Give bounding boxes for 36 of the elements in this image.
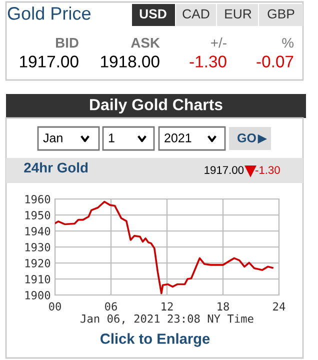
text: GBP xyxy=(268,9,294,19)
x-tick-label: 06 xyxy=(105,302,117,311)
text: +/- xyxy=(211,38,226,48)
line-series xyxy=(55,200,274,294)
y-tick-label: 1910 xyxy=(25,275,50,284)
text: -1.30 xyxy=(190,56,226,68)
y-tick-label: 1940 xyxy=(25,227,50,236)
chart-title: 24hr Gold xyxy=(24,162,88,173)
x-tick-label: 00 xyxy=(49,302,61,311)
x-tick-label: 24 xyxy=(273,302,286,310)
text: EUR xyxy=(225,9,252,19)
text: BID xyxy=(56,38,78,48)
y-tick-label: 1900 xyxy=(25,291,50,300)
text: 2021 xyxy=(164,134,192,142)
x-tick-label: 12 xyxy=(162,302,173,310)
x-tick-label: 18 xyxy=(218,302,229,311)
y-tick-label: 1950 xyxy=(25,211,50,220)
text: % xyxy=(282,38,294,48)
text: ASK xyxy=(131,38,160,48)
text: CAD xyxy=(182,9,210,19)
text: -0.07 xyxy=(256,56,294,68)
y-tick-label: 1930 xyxy=(25,243,50,252)
text: 1 xyxy=(108,134,114,142)
text: Daily Gold Charts xyxy=(90,98,222,114)
y-tick-label: 1960 xyxy=(25,195,50,204)
text: Gold Price xyxy=(8,6,90,20)
text: -1.30 xyxy=(255,166,280,174)
text: GO xyxy=(238,134,256,142)
text: Jan xyxy=(43,134,62,142)
text: 1917.00 xyxy=(20,56,78,68)
y-tick-label: 1920 xyxy=(25,259,50,268)
x-axis-title: Jan 06, 2021 23:08 NY Time xyxy=(80,314,254,324)
text: 1917.00 xyxy=(204,166,244,174)
text: 1918.00 xyxy=(101,56,160,68)
text: USD xyxy=(140,9,166,19)
text: Click to Enlarge xyxy=(100,333,210,347)
